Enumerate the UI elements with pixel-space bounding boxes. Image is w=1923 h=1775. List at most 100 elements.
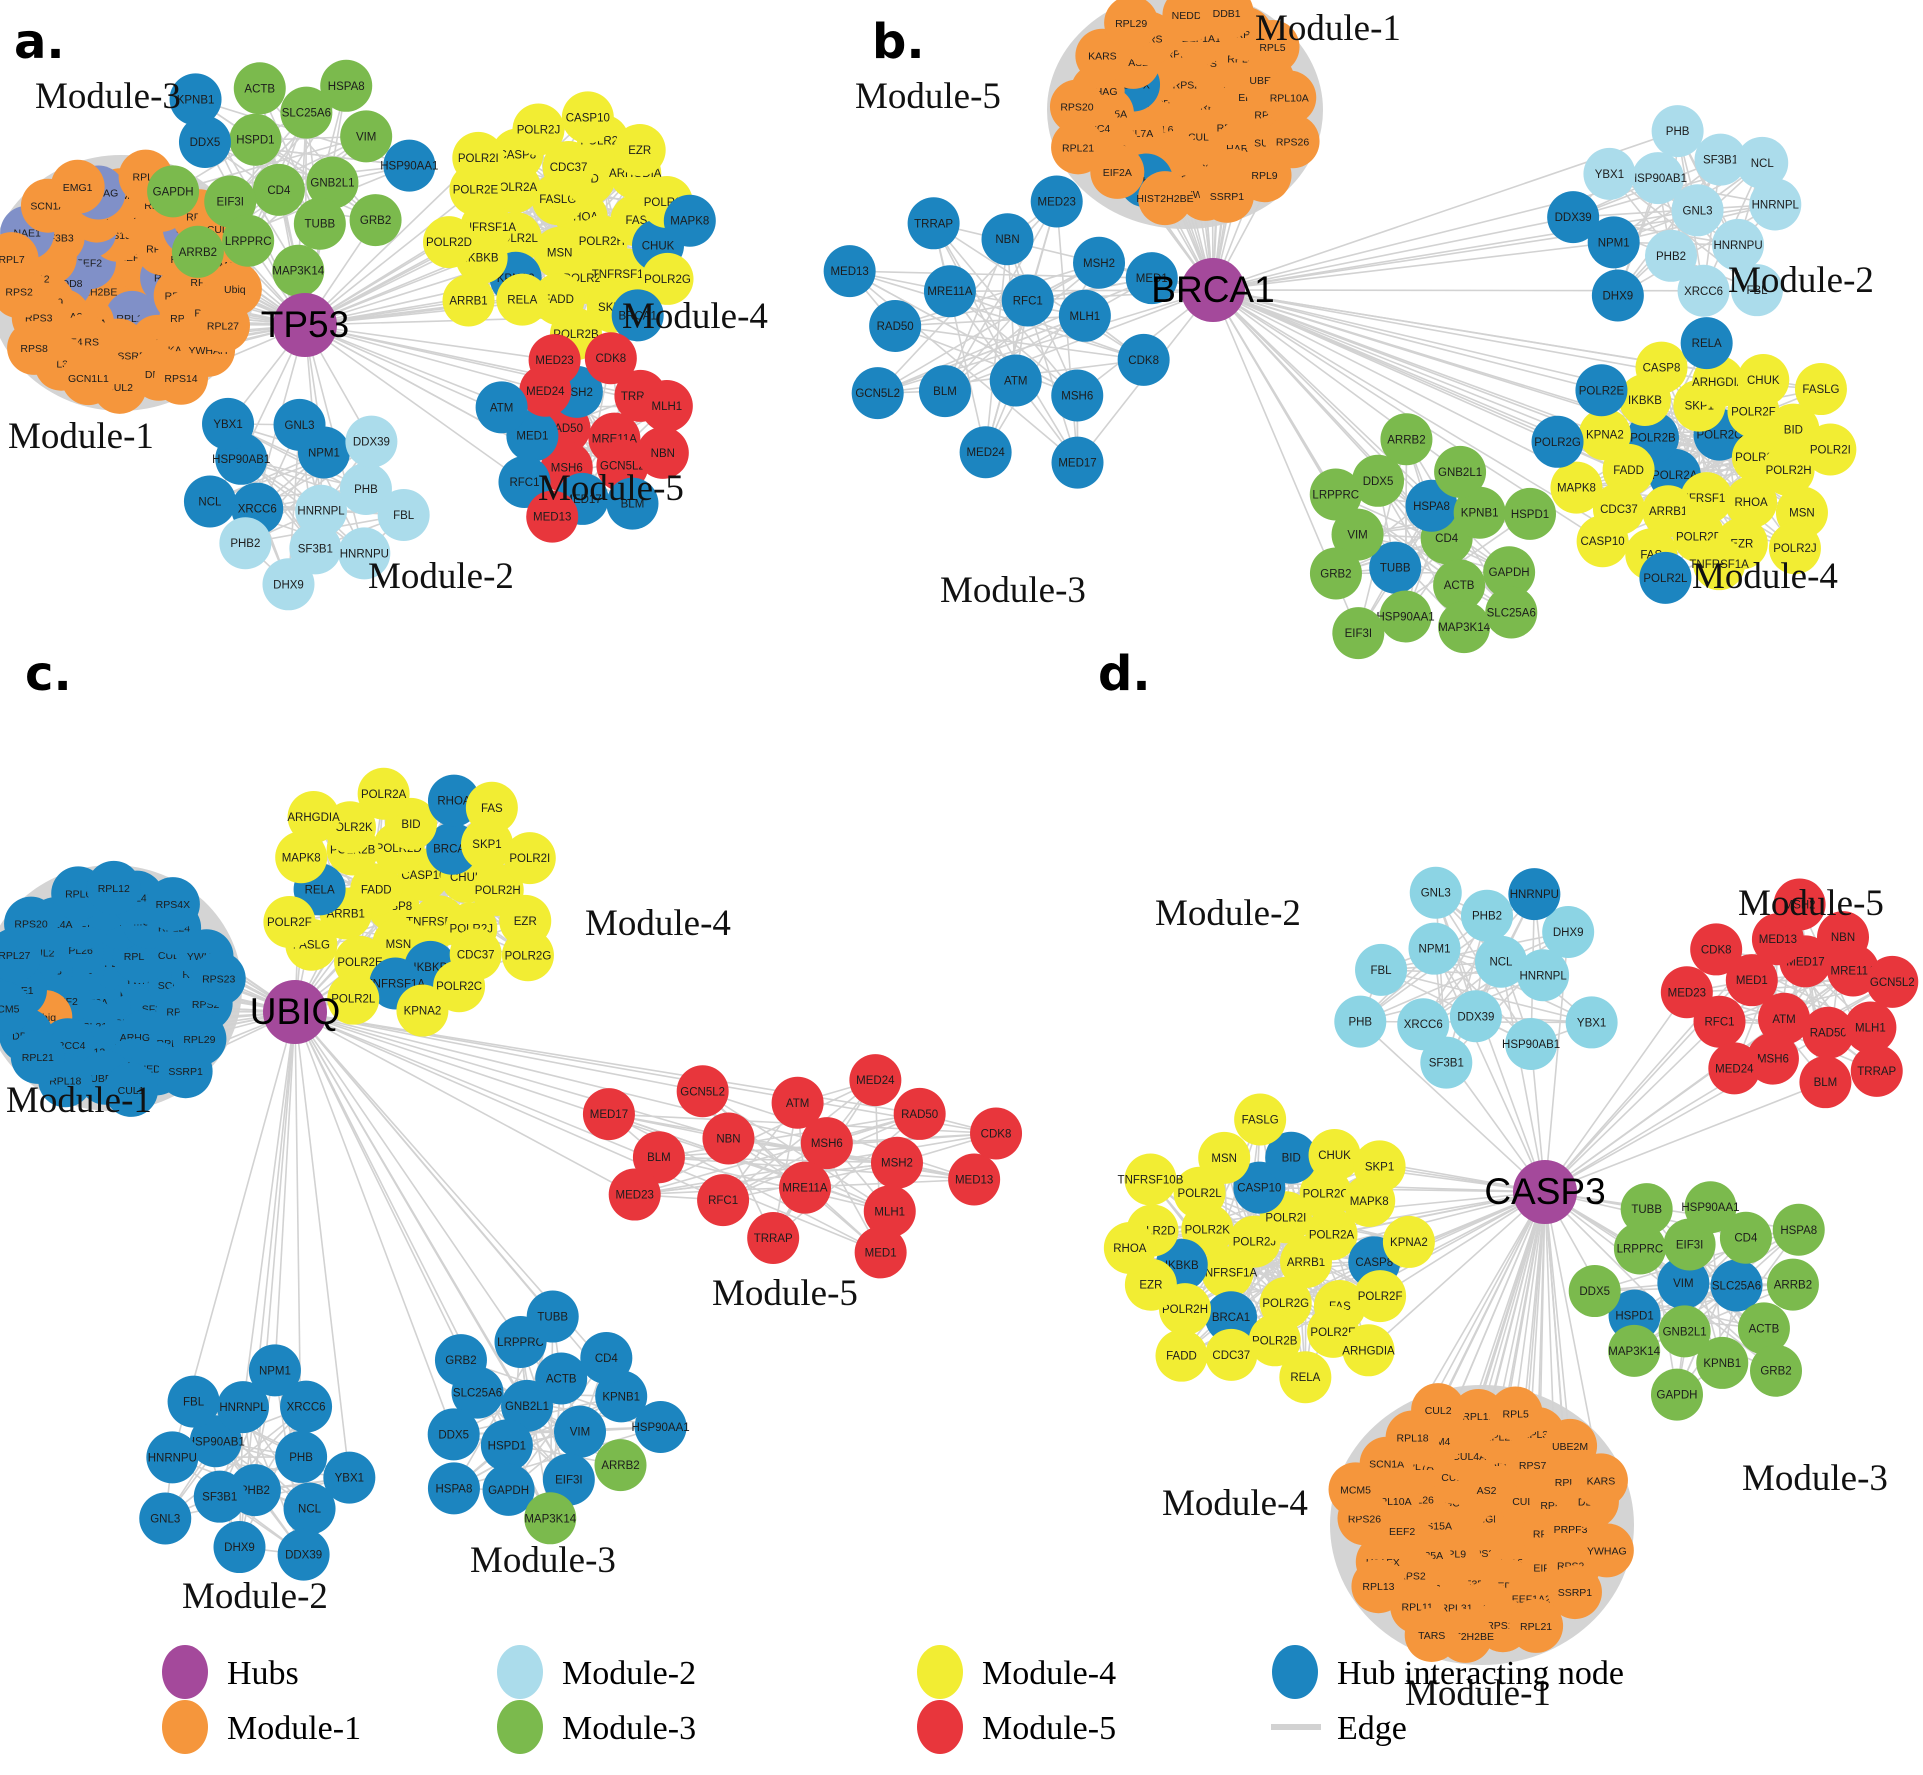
- node-d-GAPDH: GAPDH: [1650, 1368, 1703, 1421]
- node-label: CASP8: [1643, 363, 1681, 375]
- hub-label: CASP3: [1484, 1171, 1605, 1212]
- node-circle: [1712, 218, 1765, 271]
- node-c-ATM: ATM: [771, 1076, 824, 1129]
- node-label: HSPD1: [236, 135, 274, 147]
- module-title-b-Module-1: Module-1: [1255, 8, 1401, 49]
- node-label: POLR2F: [1731, 407, 1776, 419]
- node-label: GRB2: [360, 215, 391, 227]
- node-label: GRB2: [445, 1355, 476, 1367]
- node-label: ARRB1: [1649, 506, 1687, 518]
- node-label: CASP10: [566, 112, 610, 124]
- node-b-MED1: MED1: [1125, 252, 1178, 305]
- node-label: GCN5L2: [680, 1086, 725, 1098]
- node-label: CDC37: [1212, 1350, 1250, 1362]
- node-label: KPNA2: [1390, 1237, 1428, 1249]
- edge: [944, 262, 1100, 392]
- node-label: POLR2G: [644, 274, 691, 286]
- hub-edge: [294, 1011, 554, 1318]
- node-label: DHX9: [1603, 291, 1634, 303]
- edge: [1617, 203, 1776, 297]
- node-circle: [1547, 191, 1600, 244]
- node-a-RELA: RELA: [496, 273, 549, 326]
- edge: [932, 222, 1079, 464]
- node-b-GCN5L2: GCN5L2: [851, 367, 904, 420]
- node-circle: [1725, 476, 1778, 529]
- node-circle: [1030, 175, 1083, 228]
- panel-letter-a: a.: [14, 14, 65, 70]
- node-label: PHB: [1666, 126, 1690, 138]
- node-d-HSPA8: HSPA8: [1772, 1203, 1825, 1256]
- node-label: Ubiq: [224, 284, 246, 296]
- node-label: TRRAP: [914, 218, 953, 230]
- node-circle: [923, 265, 976, 318]
- edge: [895, 314, 1085, 327]
- node-label: HNRNPU: [1510, 889, 1559, 901]
- node-circle: [1309, 547, 1362, 600]
- node-a-DHX9: DHX9: [262, 558, 315, 611]
- node-label: CD4: [1734, 1233, 1758, 1245]
- node-label: POLR2C: [1696, 430, 1742, 442]
- node-b-LRPPRC: LRPPRC: [1309, 468, 1362, 521]
- node-a-HSPD1: HSPD1: [229, 113, 282, 166]
- node-circle: [7, 320, 62, 375]
- node-label: KPNB1: [1703, 1358, 1741, 1370]
- legend-item-module-5: Module-5: [917, 1700, 1116, 1754]
- node-b-SLC25A6: SLC25A6: [1485, 586, 1538, 639]
- node-label: EIF2A: [1103, 167, 1132, 179]
- node-label: CD4: [267, 185, 291, 197]
- node-b-GRB2: GRB2: [1309, 547, 1362, 600]
- panel-a: CUL4BRPS13CUL1TARSEIF2AHIST2H2BEEEF1A1RP…: [0, 14, 768, 611]
- node-label: KPNB1: [1461, 508, 1499, 520]
- node-label: MLH1: [1855, 1022, 1886, 1034]
- node-label: PHB: [354, 484, 378, 496]
- node-c-POLR2L: POLR2L: [327, 972, 380, 1025]
- node-circle: [496, 273, 549, 326]
- node-a-BRCA1: BRCA1: [611, 289, 664, 342]
- node-circle: [606, 477, 659, 530]
- node-c-MRE11A: MRE11A: [779, 1161, 832, 1214]
- node-label: ACTB: [546, 1374, 577, 1386]
- node-label: MSN: [1789, 508, 1815, 520]
- node-circle: [1001, 274, 1054, 327]
- node-label: NPM1: [1419, 944, 1451, 956]
- node-d-RHOA: RHOA: [1103, 1221, 1156, 1274]
- node-circle: [289, 522, 342, 575]
- node-c-RFC1: RFC1: [697, 1174, 750, 1227]
- node-b-NBN: NBN: [981, 213, 1034, 266]
- node-label: RPS14: [164, 373, 197, 385]
- node-d-MLH1: MLH1: [1844, 1001, 1897, 1054]
- node-d-SLC25A6: SLC25A6: [1710, 1259, 1763, 1312]
- node-d-CHUK: CHUK: [1308, 1129, 1361, 1182]
- node-circle: [1736, 136, 1789, 189]
- node-circle: [981, 213, 1034, 266]
- node-label: BID: [1282, 1153, 1301, 1165]
- node-label: BLM: [1814, 1077, 1838, 1089]
- node-label: RPS20: [14, 919, 47, 931]
- node-label: FASLG: [1242, 1114, 1279, 1126]
- node-label: CHUK: [1318, 1150, 1351, 1162]
- node-c-HSPD1: HSPD1: [480, 1419, 533, 1472]
- node-a-SLC25A6: SLC25A6: [280, 86, 333, 139]
- node-circle: [272, 244, 325, 297]
- node-circle: [503, 832, 556, 885]
- node-label: CDC37: [550, 162, 588, 174]
- node-label: PHB2: [1656, 251, 1686, 263]
- node-b-FASLG: FASLG: [1794, 363, 1847, 416]
- node-circle: [1587, 216, 1640, 269]
- module-title-d-Module-2: Module-2: [1155, 893, 1301, 934]
- node-label: MAPK8: [670, 216, 709, 228]
- node-circle: [183, 475, 236, 528]
- node-label: ARRB1: [327, 908, 365, 920]
- node-d-RELA: RELA: [1279, 1351, 1332, 1404]
- node-b-FBL: FBL: [1730, 264, 1783, 317]
- node-b-MRE11A: MRE11A: [923, 265, 976, 318]
- node-c-FAS: FAS: [465, 781, 518, 834]
- node-label: HSPA8: [1780, 1225, 1817, 1237]
- module-title-b-Module-2: Module-2: [1728, 260, 1874, 301]
- node-a-FBL: FBL: [377, 488, 430, 541]
- node-label: POLR2J: [1773, 543, 1816, 555]
- node-label: FAS: [626, 215, 648, 227]
- node-circle: [383, 139, 436, 192]
- node-label: FBL: [1370, 965, 1392, 977]
